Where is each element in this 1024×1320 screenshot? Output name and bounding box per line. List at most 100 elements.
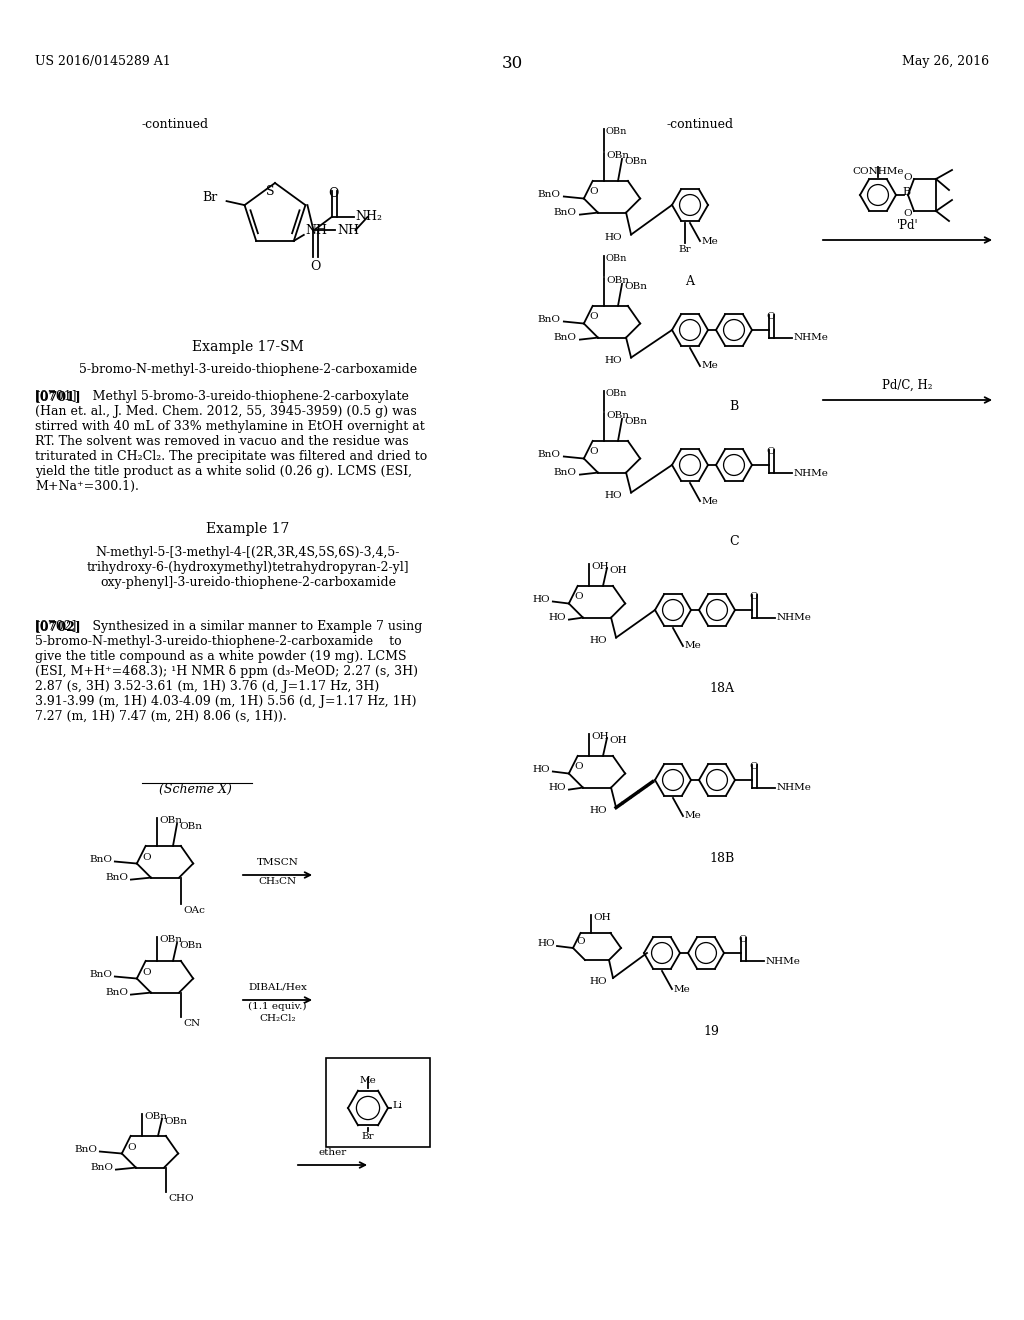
Text: BnO: BnO [105,873,129,882]
Text: OH: OH [591,562,608,572]
Text: 30: 30 [502,55,522,73]
Text: NHMe: NHMe [777,784,812,792]
Text: 19: 19 [703,1026,719,1038]
Text: 'Pd': 'Pd' [897,219,919,232]
Text: OBn: OBn [606,150,629,160]
Text: Me: Me [702,362,719,371]
Text: O: O [128,1143,136,1152]
Text: HO: HO [589,978,606,986]
Text: [0701]    Methyl 5-bromo-3-ureido-thiophene-2-carboxylate
(Han et. al., J. Med. : [0701] Methyl 5-bromo-3-ureido-thiophene… [35,389,427,492]
Text: OBn: OBn [624,157,647,166]
Text: US 2016/0145289 A1: US 2016/0145289 A1 [35,55,171,69]
Text: O: O [574,762,583,771]
Text: OBn: OBn [606,411,629,420]
Text: B: B [902,187,910,197]
Text: O: O [577,937,586,946]
Text: OBn: OBn [606,389,628,397]
Text: CH₂Cl₂: CH₂Cl₂ [259,1014,296,1023]
Text: O: O [142,968,152,977]
Text: Me: Me [359,1076,377,1085]
Text: OBn: OBn [624,417,647,426]
Text: Br: Br [361,1133,375,1140]
Text: Pd/C, H₂: Pd/C, H₂ [883,379,933,392]
Text: C: C [729,535,738,548]
Text: HO: HO [604,234,622,242]
Text: NHMe: NHMe [794,334,828,342]
Text: O: O [903,209,912,218]
Text: OBn: OBn [144,1111,167,1121]
Text: (1.1 equiv.): (1.1 equiv.) [248,1002,307,1011]
Text: Me: Me [702,496,719,506]
Text: CONHMe: CONHMe [852,168,904,176]
Text: O: O [310,260,321,273]
Text: N-methyl-5-[3-methyl-4-[(2R,3R,4S,5S,6S)-3,4,5-
trihydroxy-6-(hydroxymethyl)tetr: N-methyl-5-[3-methyl-4-[(2R,3R,4S,5S,6S)… [87,546,410,589]
Text: HO: HO [549,783,566,792]
Text: Me: Me [674,985,691,994]
Text: CHO: CHO [168,1193,194,1203]
Text: OBn: OBn [159,935,182,944]
Text: CN: CN [183,1019,201,1027]
Text: BnO: BnO [538,190,561,199]
Text: BnO: BnO [105,989,129,997]
Text: B: B [729,400,738,413]
Text: O: O [142,853,152,862]
FancyBboxPatch shape [326,1059,430,1147]
Text: 18A: 18A [710,682,734,696]
Text: -continued: -continued [667,117,733,131]
Text: OBn: OBn [606,276,629,285]
Text: 5-bromo-N-methyl-3-ureido-thiophene-2-carboxamide: 5-bromo-N-methyl-3-ureido-thiophene-2-ca… [79,363,417,376]
Text: BnO: BnO [554,209,577,216]
Text: HO: HO [589,807,606,814]
Text: NHMe: NHMe [766,957,801,965]
Text: O: O [590,187,598,195]
Text: O: O [329,187,339,199]
Text: NH₂: NH₂ [355,210,383,223]
Text: O: O [738,935,748,944]
Text: BnO: BnO [91,1163,114,1172]
Text: O: O [750,762,759,771]
Text: OBn: OBn [179,822,202,830]
Text: OBn: OBn [606,253,628,263]
Text: May 26, 2016: May 26, 2016 [902,55,989,69]
Text: HO: HO [604,491,622,500]
Text: OH: OH [609,737,627,744]
Text: NH: NH [338,223,359,236]
Text: Me: Me [685,642,701,651]
Text: OBn: OBn [179,941,202,950]
Text: HO: HO [532,766,551,774]
Text: OAc: OAc [183,906,205,915]
Text: CH₃CN: CH₃CN [258,876,297,886]
Text: [0701]: [0701] [35,389,82,403]
Text: OBn: OBn [624,282,647,290]
Text: HO: HO [589,636,606,645]
Text: OH: OH [609,566,627,576]
Text: BnO: BnO [554,469,577,477]
Text: -continued: -continued [141,117,209,131]
Text: OBn: OBn [606,127,628,136]
Text: O: O [903,173,912,181]
Text: O: O [767,447,775,455]
Text: OBn: OBn [164,1117,187,1126]
Text: Br: Br [679,246,691,253]
Text: Me: Me [685,812,701,821]
Text: NH: NH [306,224,328,238]
Text: Br: Br [203,190,218,203]
Text: [0702]: [0702] [35,620,82,634]
Text: O: O [767,312,775,321]
Text: Example 17-SM: Example 17-SM [193,341,304,354]
Text: 18B: 18B [710,851,734,865]
Text: OH: OH [591,731,608,741]
Text: ether: ether [318,1148,347,1158]
Text: [0702]    Synthesized in a similar manner to Example 7 using
5-bromo-N-methyl-3-: [0702] Synthesized in a similar manner t… [35,620,422,723]
Text: DIBAL/Hex: DIBAL/Hex [248,983,307,993]
Text: O: O [590,312,598,321]
Text: HO: HO [549,612,566,622]
Text: O: O [590,447,598,455]
Text: BnO: BnO [75,1144,98,1154]
Text: O: O [574,591,583,601]
Text: OBn: OBn [159,816,182,825]
Text: BnO: BnO [538,315,561,323]
Text: (Scheme X): (Scheme X) [159,783,231,796]
Text: Li: Li [392,1101,402,1110]
Text: HO: HO [604,356,622,366]
